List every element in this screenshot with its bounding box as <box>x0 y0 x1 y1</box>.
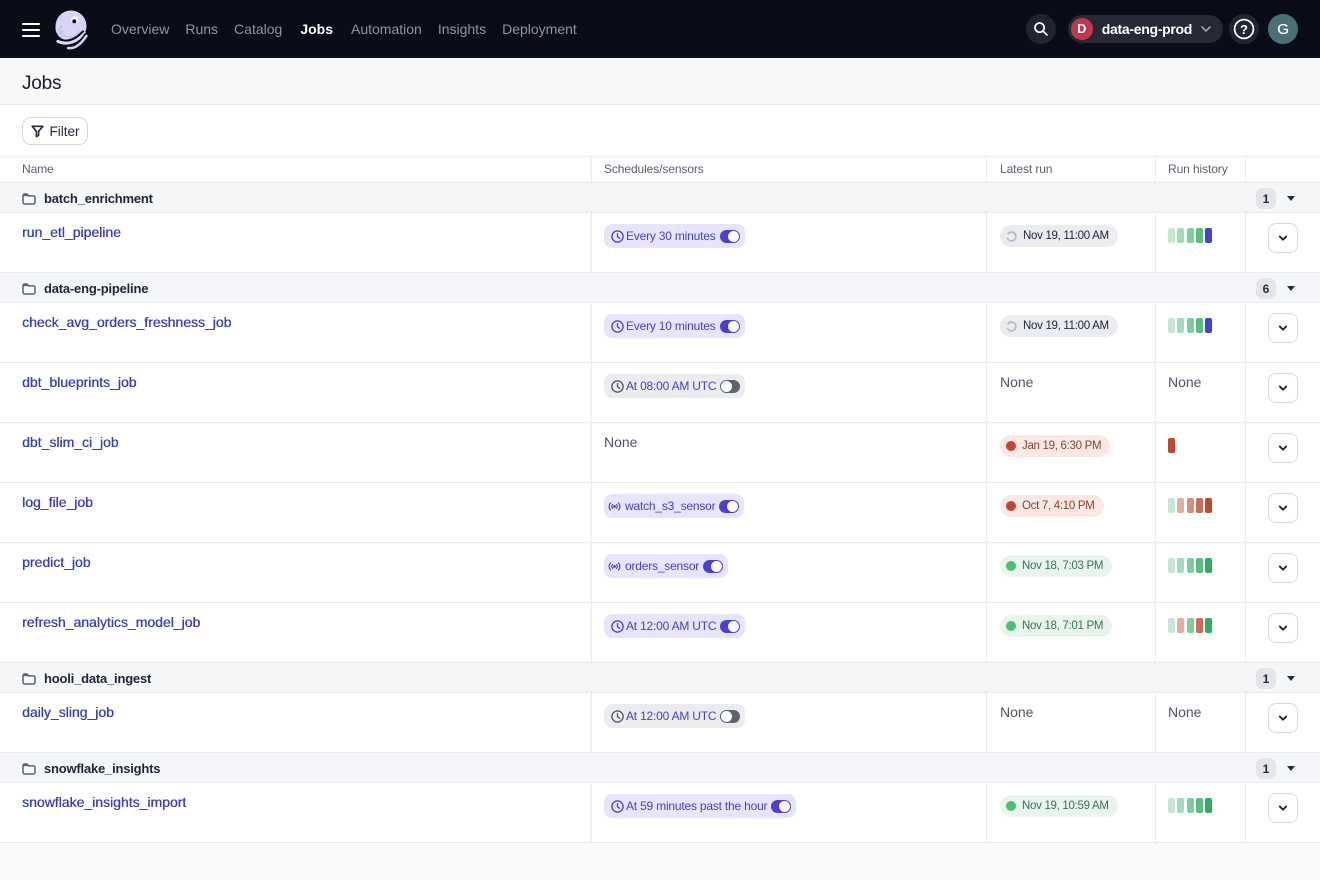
svg-text:?: ? <box>1240 22 1248 37</box>
